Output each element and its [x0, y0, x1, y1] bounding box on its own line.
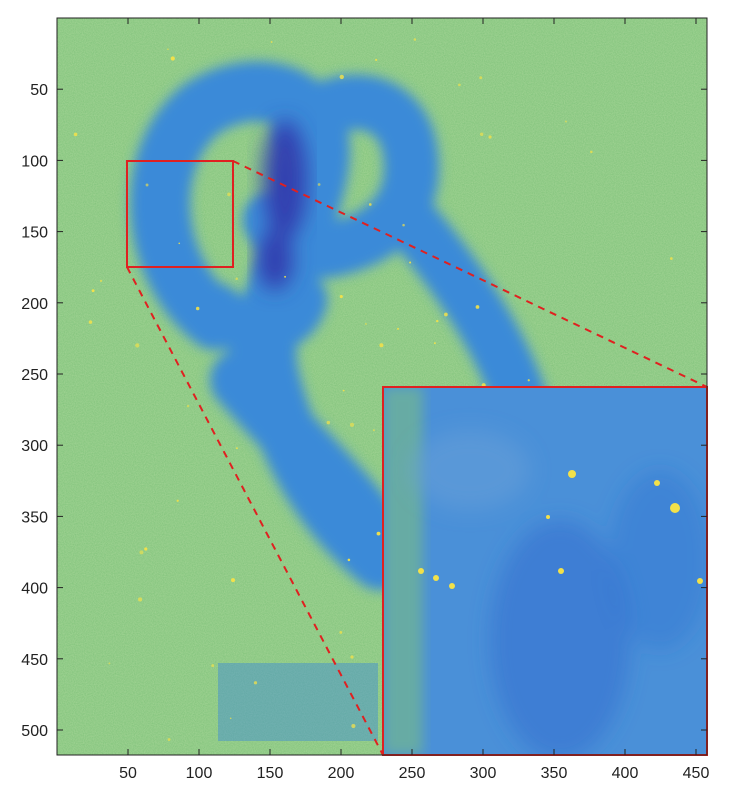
speckle	[91, 289, 95, 293]
y-tick-label: 400	[21, 581, 48, 598]
speckle	[339, 295, 343, 299]
speckle	[436, 319, 439, 323]
y-tick-label: 150	[21, 225, 48, 242]
speckle	[235, 447, 238, 450]
speckle	[444, 312, 448, 317]
speckle	[457, 83, 461, 87]
inset-speckle	[568, 470, 576, 478]
y-tick-label: 250	[21, 367, 48, 384]
speckle	[374, 58, 378, 62]
inset-image	[383, 387, 707, 755]
speckle	[145, 183, 149, 187]
axes-frame	[56, 17, 708, 756]
speckle	[195, 306, 200, 311]
knot-shape	[130, 61, 548, 590]
y-axis: 50 100 150 200 250 300 350 400 450 500	[21, 82, 707, 740]
speckle	[317, 183, 321, 186]
y-tick-label: 50	[30, 82, 48, 99]
speckle	[167, 48, 169, 51]
speckle	[144, 547, 148, 551]
speckle	[347, 558, 351, 562]
y-tick-label: 450	[21, 652, 48, 669]
inset-speckle	[670, 503, 680, 513]
x-tick-label: 100	[186, 765, 213, 782]
speckle	[402, 223, 405, 227]
speckle	[178, 242, 181, 245]
y-tick-label: 100	[21, 153, 48, 170]
speckle	[227, 192, 231, 197]
x-tick-label: 50	[119, 765, 137, 782]
speckle	[235, 277, 238, 280]
speckle	[170, 56, 175, 61]
x-tick-label: 350	[541, 765, 568, 782]
speckle	[564, 120, 567, 123]
x-tick-label: 450	[683, 765, 710, 782]
speckle	[138, 597, 143, 602]
inset-speckle	[654, 480, 660, 486]
speckle	[326, 420, 331, 425]
speckle	[231, 578, 236, 583]
speckle	[376, 531, 381, 536]
zoom-connector-top	[232, 160, 708, 388]
speckle	[590, 150, 593, 154]
speckle	[572, 321, 575, 323]
y-tick-label: 300	[21, 438, 48, 455]
speckle	[351, 723, 356, 729]
inset-speckle	[449, 583, 455, 589]
speckle	[368, 203, 372, 206]
zoom-connector-bottom	[126, 266, 384, 756]
inset-speckle	[418, 568, 424, 574]
inset-speckle	[433, 575, 439, 581]
speckle	[433, 342, 436, 345]
knot-dark-core	[257, 120, 307, 290]
speckle	[339, 630, 343, 634]
inset-speckle	[546, 515, 550, 519]
inset-speckle	[697, 578, 703, 584]
speckle	[479, 76, 483, 80]
faint-rectangle	[218, 663, 378, 741]
speckle	[365, 323, 367, 325]
speckle	[88, 320, 93, 324]
speckle	[229, 717, 232, 720]
speckle	[176, 499, 179, 502]
x-tick-label: 150	[257, 765, 284, 782]
x-tick-label: 300	[470, 765, 497, 782]
speckle	[488, 135, 492, 139]
speckle	[167, 738, 171, 741]
zoom-source-box	[126, 160, 234, 268]
speckle	[253, 681, 258, 685]
x-axis: 50 100 150 200 250 300 350 400 450	[119, 18, 709, 782]
speckle	[379, 343, 384, 348]
speckle	[211, 664, 215, 668]
speckle	[413, 38, 417, 41]
x-tick-label: 200	[328, 765, 355, 782]
speckle	[527, 379, 530, 382]
x-tick-label: 250	[399, 765, 426, 782]
speckle	[135, 343, 140, 348]
speckle	[73, 132, 78, 137]
speckle	[186, 404, 190, 408]
speckle	[409, 261, 412, 264]
x-tick-label: 400	[612, 765, 639, 782]
speckle	[339, 74, 344, 80]
speckle	[99, 279, 103, 283]
speckle	[342, 389, 345, 392]
speckle	[372, 429, 375, 432]
speckle	[270, 41, 273, 43]
speckle	[479, 132, 484, 136]
y-tick-label: 500	[21, 723, 48, 740]
inset-speckle	[558, 568, 564, 574]
y-tick-label: 350	[21, 509, 48, 526]
speckle	[349, 422, 355, 427]
y-tick-label: 200	[21, 296, 48, 313]
inset-speckles	[418, 470, 703, 589]
speckle	[284, 275, 286, 278]
speckle	[397, 327, 399, 330]
speckle	[108, 662, 111, 665]
speckle	[350, 655, 354, 659]
speckle	[475, 305, 480, 309]
speckle	[669, 257, 673, 260]
speckle	[139, 550, 144, 555]
